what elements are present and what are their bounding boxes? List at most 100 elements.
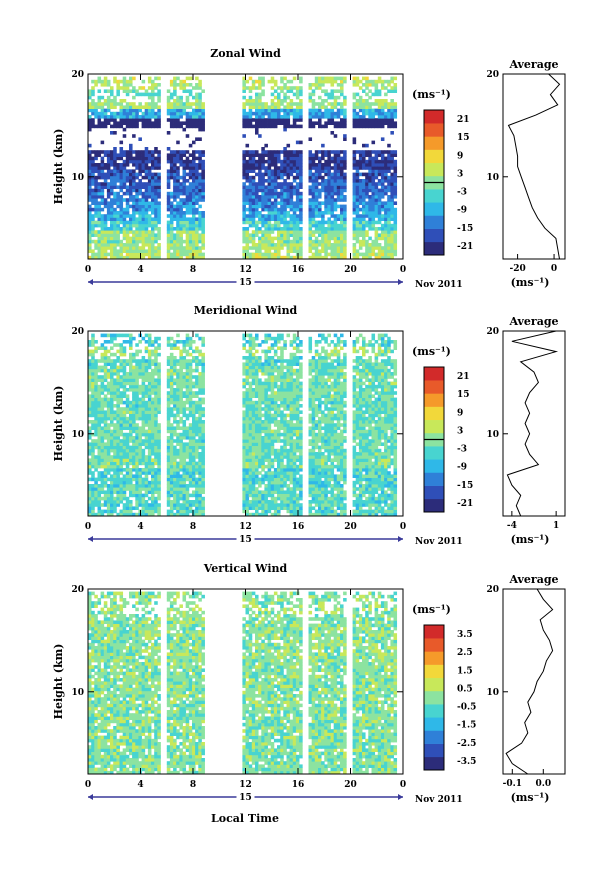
heatmap-cell [166,375,171,379]
heatmap-cell [336,156,341,161]
heatmap-cell [299,89,303,93]
heatmap-cell [267,230,272,234]
heatmap-cell [151,198,155,202]
heatmap-cell [125,118,130,122]
heatmap-cell [176,182,180,186]
heatmap-cell [311,220,316,225]
heatmap-cell [362,217,366,221]
heatmap-cell [106,490,111,494]
heatmap-cell [116,372,120,376]
heatmap-cell [138,169,142,173]
heatmap-cell [169,388,174,392]
heatmap-cell [242,246,246,250]
heatmap-cell [336,153,341,157]
heatmap-cell [97,169,102,173]
heatmap-cell [273,169,278,173]
heatmap-cell [169,346,174,350]
heatmap-cell [324,191,328,196]
heatmap-cell [116,243,120,247]
heatmap-cell [176,169,180,173]
heatmap-cell [365,243,369,247]
heatmap-cell [255,111,259,116]
heatmap-cell [122,477,127,482]
heatmap-cell [185,201,190,205]
heatmap-cell [176,487,180,491]
heatmap-cell [122,105,127,109]
heatmap-cell [119,172,124,177]
heatmap-cell [277,217,281,221]
heatmap-cell [94,477,98,482]
heatmap-cell [188,452,193,456]
heatmap-cell [119,86,124,90]
heatmap-cell [106,416,111,421]
heatmap-cell [340,175,344,180]
heatmap-cell [195,156,199,161]
heatmap-cell [340,105,344,109]
heatmap-cell [188,111,193,116]
heatmap-cell [97,195,102,199]
heatmap-cell [176,191,180,196]
heatmap-cell [333,156,338,161]
heatmap-cell [267,79,272,84]
heatmap-cell [91,352,95,357]
heatmap-cell [308,201,313,205]
heatmap-cell [318,182,322,186]
heatmap-cell [261,89,265,93]
heatmap-cell [176,506,180,510]
heatmap-cell [119,493,124,498]
heatmap-cell [185,378,190,382]
heatmap-cell [129,452,133,456]
heatmap-cell [318,175,322,180]
heatmap-cell [94,220,98,225]
heatmap-cell [308,118,313,122]
heatmap-cell [289,204,294,209]
heatmap-cell [390,204,394,209]
heatmap-cell [88,340,92,344]
heatmap-cell [176,124,180,129]
heatmap-cell [110,500,114,504]
heatmap-cell [352,227,357,231]
heatmap-cell [113,458,117,462]
heatmap-cell [94,496,98,501]
heatmap-cell [336,76,341,81]
heatmap-cell [106,448,111,453]
heatmap-cell [176,381,180,386]
heatmap-cell [119,394,124,398]
heatmap-cell [380,163,385,167]
heatmap-cell [318,156,322,161]
heatmap-cell [280,185,284,189]
heatmap-cell [321,239,325,244]
heatmap-cell [166,239,171,244]
heatmap-cell [110,102,114,106]
heatmap-cell [352,220,357,225]
heatmap-cell [169,243,174,247]
heatmap-cell [138,198,142,202]
heatmap-cell [185,442,190,446]
heatmap-cell [192,384,196,389]
heatmap-cell [100,352,105,357]
heatmap-cell [151,439,155,443]
heatmap-cell [129,384,133,389]
heatmap-cell [179,394,183,398]
heatmap-cell [192,480,196,485]
heatmap-cell [141,185,146,189]
heatmap-cell [258,159,262,164]
heatmap-cell [154,429,158,434]
heatmap-cell [355,105,360,109]
heatmap-cell [245,201,250,205]
heatmap-cell [182,356,187,360]
heatmap-cell [154,150,158,154]
heatmap-cell [286,246,291,250]
heatmap-cell [116,227,120,231]
heatmap-cell [336,249,341,253]
heatmap-cell [173,359,177,363]
heatmap-cell [355,102,360,106]
heatmap-cell [245,102,250,106]
heatmap-cell [277,150,281,154]
heatmap-cell [113,153,117,157]
heatmap-cell [248,246,253,250]
heatmap-cell [330,214,335,218]
heatmap-cell [299,182,303,186]
heatmap-cell [299,211,303,215]
heatmap-cell [368,182,372,186]
